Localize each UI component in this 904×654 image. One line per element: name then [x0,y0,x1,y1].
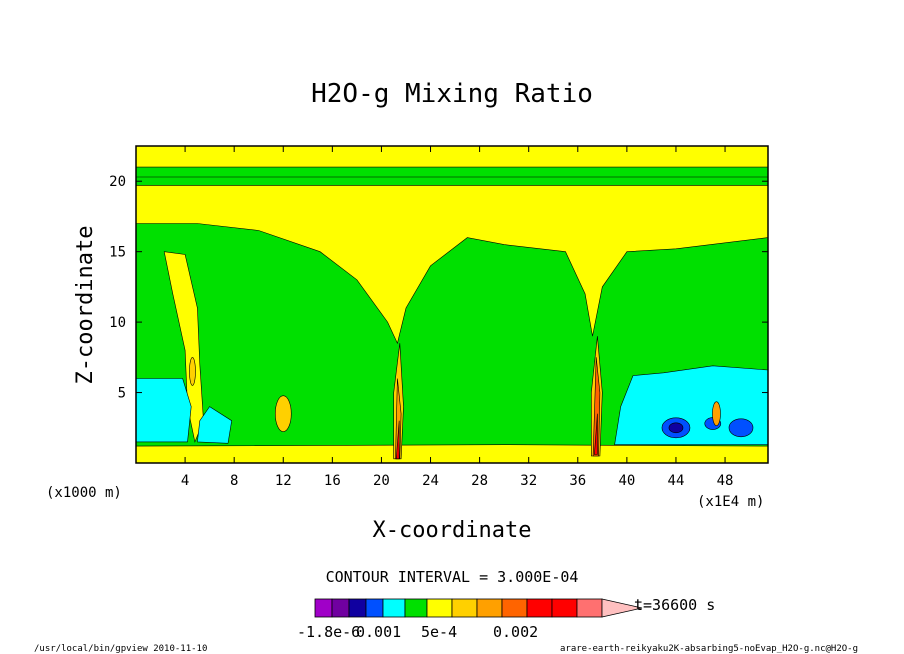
y-axis-label: Z-coordinate [73,226,98,385]
x-tick-label: 48 [717,473,734,489]
x-tick-label: 36 [569,473,586,489]
x-tick-label: 24 [422,473,439,489]
core-20-red [395,420,400,460]
x-axis-label: X-coordinate [373,518,532,543]
x-tick-label: 32 [520,473,537,489]
yellow-band-top [135,145,769,168]
colorbar-swatch [426,598,453,618]
colorbar-swatch [314,598,333,618]
footer-left: /usr/local/bin/gpview 2010-11-10 [34,644,207,654]
colorbar-arrow [601,598,643,618]
core-37-red [594,413,598,455]
darkblue-patch-1 [668,422,684,434]
x-tick-label: 12 [275,473,292,489]
colorbar-swatch [331,598,350,618]
blue-patch-3 [728,418,754,438]
cyan-pool-left-2 [197,406,233,444]
y-unit-label: (x1E4 m) [697,494,764,510]
x-tick-label: 16 [324,473,341,489]
x-tick-label: 8 [230,473,238,489]
y-tick-label: 20 [109,174,126,190]
yellow-band-surface [135,444,769,464]
contour-interval-text: CONTOUR INTERVAL = 3.000E-04 [326,568,579,586]
colorbar-label-1: -1.8e-6 [297,623,360,641]
time-label: t=36600 s [634,596,715,614]
orange-blob-4 [189,357,196,386]
y-tick-label: 10 [109,315,126,331]
y-tick-label: 5 [118,386,126,402]
colorbar-swatch [451,598,478,618]
footer-right: arare-earth-reikyaku2K-absarbing5-noEvap… [560,644,858,654]
core-37-inner [592,357,601,457]
x-unit-label: (x1000 m) [46,485,122,501]
orange-blob-47 [712,401,721,426]
plot-frame [135,145,769,464]
x-tick-label: 20 [373,473,390,489]
colorbar-swatch [404,598,428,618]
x-tick-label: 44 [668,473,685,489]
x-ticks: 4 8 12 16 20 24 28 32 36 40 44 48 [181,146,734,489]
colorbar-label-4: 0.002 [493,623,538,641]
chart-title: H2O-g Mixing Ratio [311,79,593,109]
colorbar [314,598,643,618]
y-tick-label: 15 [109,245,126,261]
colorbar-swatch [501,598,528,618]
colorbar-swatch [526,598,553,618]
colorbar-label-2: 0.001 [356,623,401,641]
green-strip [135,176,769,186]
cyan-pool-left [135,378,192,443]
colorbar-swatch [576,598,603,618]
orange-blob-12 [274,395,292,432]
colorbar-swatch [365,598,384,618]
x-tick-label: 4 [181,473,189,489]
x-tick-label: 28 [471,473,488,489]
colorbar-swatch [382,598,406,618]
x-tick-label: 40 [618,473,635,489]
colorbar-swatch [476,598,503,618]
yellow-band-upper [135,180,769,345]
y-ticks: 5 10 15 20 [109,174,768,402]
colorbar-label-3: 5e-4 [421,623,457,641]
colorbar-swatch [551,598,578,618]
colorbar-swatch [348,598,367,618]
